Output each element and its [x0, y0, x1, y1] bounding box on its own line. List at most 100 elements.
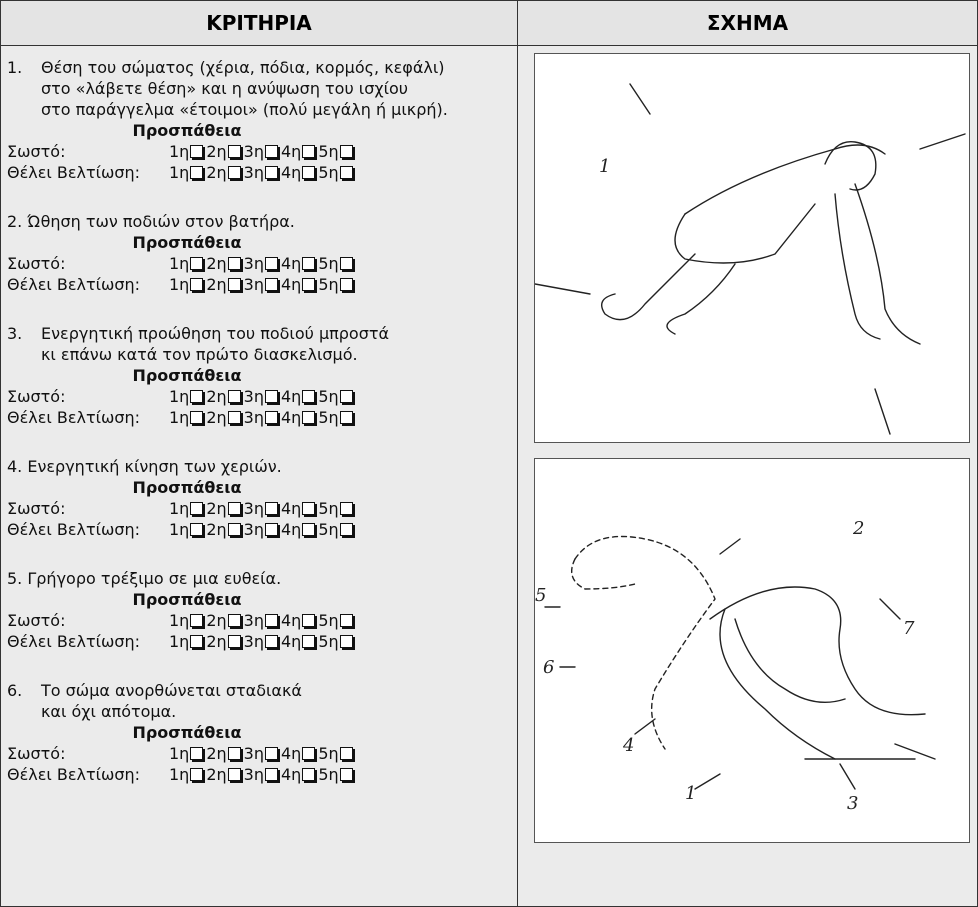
- checkbox[interactable]: [227, 145, 241, 158]
- checkbox[interactable]: [302, 390, 316, 403]
- attempt-label: 5η: [318, 408, 339, 427]
- criterion-line: 5. Γρήγορο τρέξιμο σε μια ευθεία.: [7, 568, 512, 589]
- checkbox[interactable]: [302, 768, 316, 781]
- checkbox[interactable]: [227, 747, 241, 760]
- checkbox[interactable]: [302, 747, 316, 760]
- checkbox[interactable]: [339, 411, 353, 424]
- checkbox[interactable]: [302, 523, 316, 536]
- checkbox[interactable]: [264, 614, 278, 627]
- checkbox[interactable]: [227, 166, 241, 179]
- checkbox[interactable]: [339, 747, 353, 760]
- checkbox[interactable]: [302, 278, 316, 291]
- attempt-option: 2η: [206, 407, 243, 428]
- checkbox[interactable]: [190, 747, 204, 760]
- criterion-text: στο παράγγελμα «έτοιμοι» (πολύ μεγάλη ή …: [41, 100, 448, 119]
- checkbox[interactable]: [339, 635, 353, 648]
- checkbox[interactable]: [264, 145, 278, 158]
- checkbox[interactable]: [190, 411, 204, 424]
- rating-row: Σωστό: 1η 2η 3η 4η 5η: [7, 386, 512, 407]
- attempt-option: 4η: [281, 498, 318, 519]
- checkbox[interactable]: [339, 390, 353, 403]
- attempt-label: 2η: [206, 744, 227, 763]
- rating-row: Σωστό: 1η 2η 3η 4η 5η: [7, 610, 512, 631]
- checkbox[interactable]: [190, 635, 204, 648]
- checkbox[interactable]: [264, 523, 278, 536]
- checkbox[interactable]: [190, 768, 204, 781]
- criterion-text: Θέση του σώματος (χέρια, πόδια, κορμός, …: [41, 58, 445, 77]
- checkbox[interactable]: [227, 614, 241, 627]
- attempt-heading: Προσπάθεια: [132, 723, 242, 742]
- checkbox[interactable]: [190, 502, 204, 515]
- attempt-option: 4η: [281, 610, 318, 631]
- criterion-text: Ενεργητική προώθηση του ποδιού μπροστά: [41, 324, 390, 343]
- checkbox[interactable]: [190, 166, 204, 179]
- checkbox[interactable]: [264, 502, 278, 515]
- rating-label: Θέλει Βελτίωση:: [7, 275, 141, 294]
- checkbox[interactable]: [339, 278, 353, 291]
- checkbox[interactable]: [339, 614, 353, 627]
- checkbox[interactable]: [264, 278, 278, 291]
- checkbox[interactable]: [190, 614, 204, 627]
- attempt-option: 1η: [169, 519, 206, 540]
- checkbox[interactable]: [264, 390, 278, 403]
- checkbox[interactable]: [339, 502, 353, 515]
- criterion-number: 6.: [7, 681, 23, 700]
- checkbox[interactable]: [227, 635, 241, 648]
- checkbox[interactable]: [339, 166, 353, 179]
- checkbox[interactable]: [227, 278, 241, 291]
- checkbox[interactable]: [302, 166, 316, 179]
- checkbox[interactable]: [190, 390, 204, 403]
- rating-label: Θέλει Βελτίωση:: [7, 163, 141, 182]
- attempt-option: 1η: [169, 498, 206, 519]
- checkbox[interactable]: [227, 257, 241, 270]
- rating-label: Σωστό:: [7, 142, 66, 161]
- attempt-option: 1η: [169, 407, 206, 428]
- checkbox[interactable]: [302, 257, 316, 270]
- checkbox[interactable]: [227, 768, 241, 781]
- checkbox[interactable]: [302, 145, 316, 158]
- figure: 1: [534, 53, 970, 443]
- rating-row: Θέλει Βελτίωση: 1η 2η 3η 4η 5η: [7, 407, 512, 428]
- checkbox[interactable]: [264, 747, 278, 760]
- checkbox[interactable]: [227, 411, 241, 424]
- attempt-label: 3η: [243, 142, 264, 161]
- checkbox[interactable]: [339, 257, 353, 270]
- criterion-text: Ώθηση των ποδιών στον βατήρα.: [27, 212, 295, 231]
- checkbox[interactable]: [227, 390, 241, 403]
- attempt-option: 4η: [281, 519, 318, 540]
- checkbox[interactable]: [264, 257, 278, 270]
- checkbox[interactable]: [302, 411, 316, 424]
- checkbox[interactable]: [190, 523, 204, 536]
- attempt-option: 3η: [244, 610, 281, 631]
- criterion-line: 1. Θέση του σώματος (χέρια, πόδια, κορμός…: [7, 57, 512, 78]
- attempt-option: 5η: [318, 764, 355, 785]
- attempt-label: 3η: [243, 520, 264, 539]
- checkbox[interactable]: [302, 614, 316, 627]
- checkbox[interactable]: [302, 635, 316, 648]
- attempt-option: 4η: [281, 386, 318, 407]
- attempt-label: 1η: [169, 254, 190, 273]
- attempt-option: 1η: [169, 274, 206, 295]
- attempt-label: 5η: [318, 499, 339, 518]
- checkbox[interactable]: [339, 768, 353, 781]
- checkbox[interactable]: [264, 166, 278, 179]
- criterion-line: 3. Ενεργητική προώθηση του ποδιού μπροστά: [7, 323, 512, 344]
- attempt-option: 1η: [169, 743, 206, 764]
- criterion-text: Ενεργητική κίνηση των χεριών.: [27, 457, 282, 476]
- checkbox[interactable]: [339, 523, 353, 536]
- checkbox[interactable]: [227, 502, 241, 515]
- attempt-option: 2η: [206, 764, 243, 785]
- checkbox[interactable]: [264, 635, 278, 648]
- checkbox[interactable]: [302, 502, 316, 515]
- attempt-label: 3η: [243, 163, 264, 182]
- checkbox[interactable]: [264, 411, 278, 424]
- attempt-label: 5η: [318, 387, 339, 406]
- checkbox[interactable]: [227, 523, 241, 536]
- attempt-option: 5η: [318, 162, 355, 183]
- checkbox[interactable]: [339, 145, 353, 158]
- checkbox[interactable]: [190, 278, 204, 291]
- checkbox[interactable]: [190, 257, 204, 270]
- attempt-label: 2η: [206, 275, 227, 294]
- checkbox[interactable]: [190, 145, 204, 158]
- checkbox[interactable]: [264, 768, 278, 781]
